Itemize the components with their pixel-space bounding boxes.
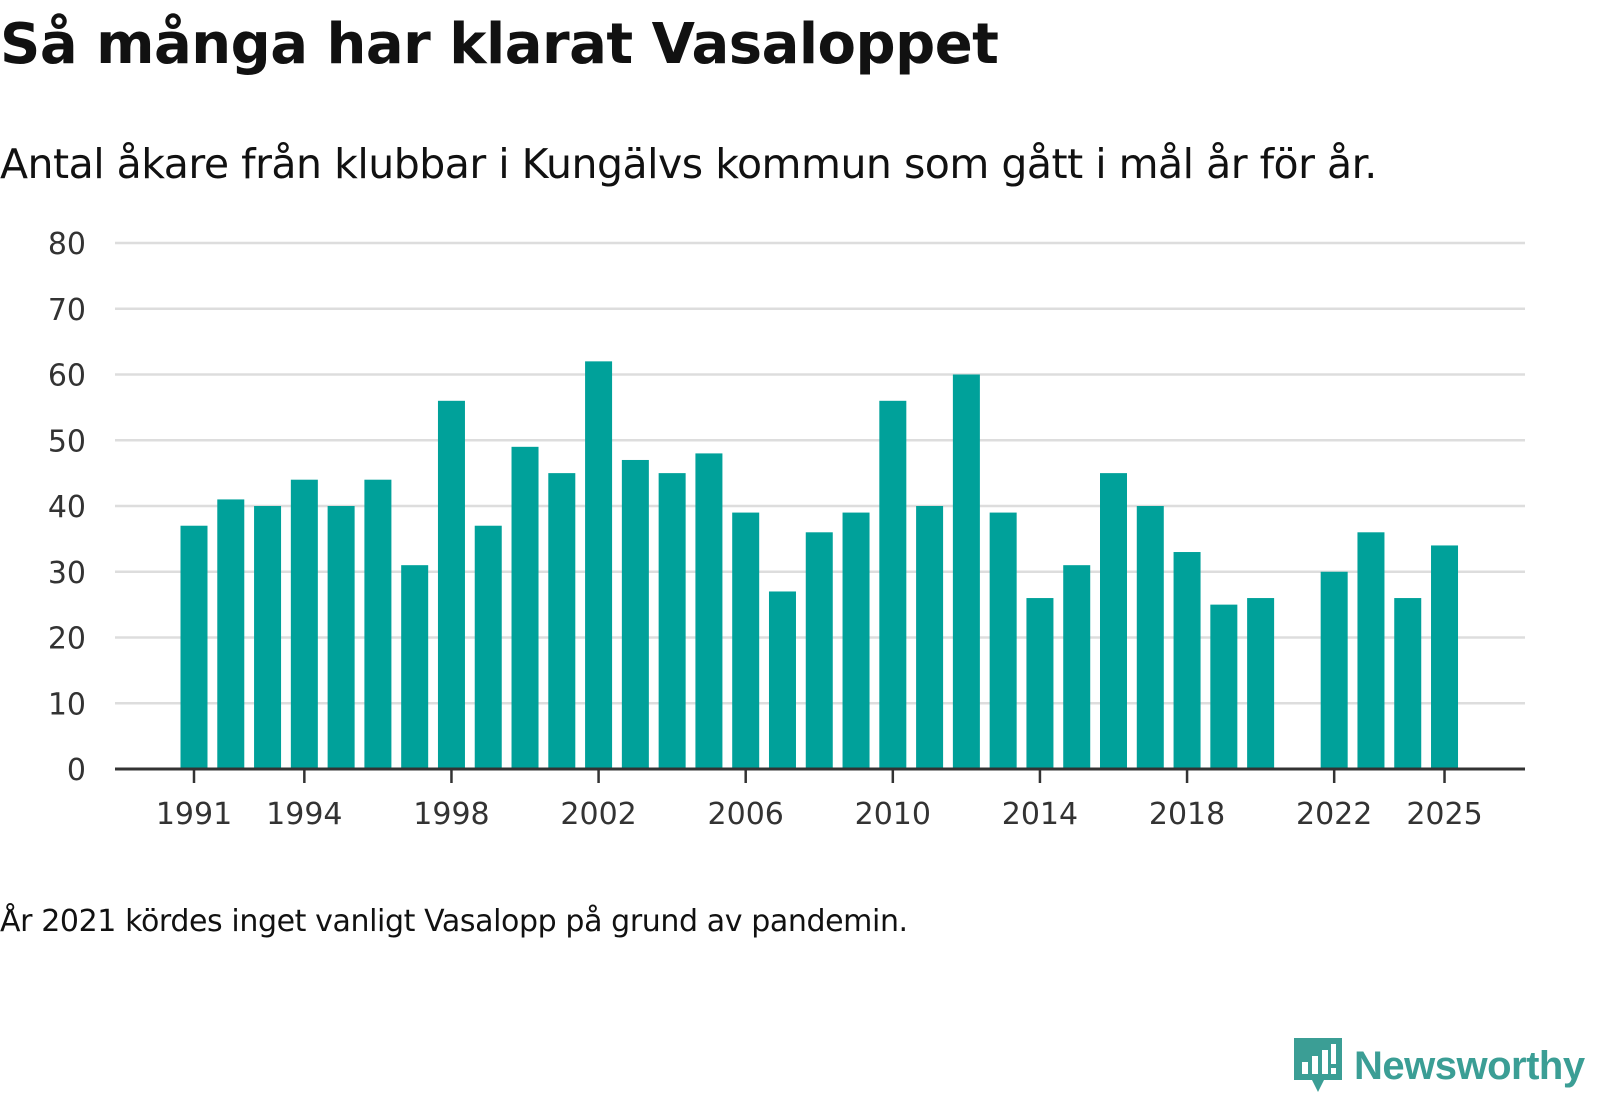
x-tick-label: 1998 bbox=[413, 797, 489, 832]
y-tick-label: 10 bbox=[48, 687, 86, 722]
y-axis-ticks: 0 10 20 30 40 50 60 70 80 bbox=[48, 227, 86, 788]
bar-1996[interactable]: 1996: 44 bbox=[364, 479, 392, 769]
bar-1997[interactable]: 1997: 31 bbox=[401, 565, 429, 769]
bar-2016[interactable]: 2016: 45 bbox=[1100, 473, 1127, 769]
bar-2017[interactable]: 2017: 40 bbox=[1136, 506, 1164, 769]
bar-2011[interactable]: 2011: 40 bbox=[916, 506, 944, 769]
bar-1995[interactable]: 1995: 40 bbox=[327, 506, 355, 769]
bar-2000[interactable]: 2000: 49 bbox=[511, 446, 539, 769]
bar-2015[interactable]: 2015: 31 bbox=[1063, 565, 1091, 769]
footnote: År 2021 kördes inget vanligt Vasalopp på… bbox=[0, 904, 908, 939]
bar-1998[interactable]: 1998: 56 bbox=[437, 400, 465, 769]
bar-chart: 0 10 20 30 40 50 60 70 80 1991: 37 1992: 41 1993: … bbox=[48, 227, 1525, 832]
bar-2007[interactable]: 2007: 27 bbox=[768, 591, 796, 769]
bar-2006[interactable]: 2006: 39 bbox=[732, 512, 760, 769]
bar-2025[interactable]: 2025: 34 bbox=[1431, 545, 1459, 769]
y-tick-label: 20 bbox=[48, 622, 86, 657]
x-tick-label: 1991 bbox=[156, 797, 232, 832]
bar-2023[interactable]: 2023: 36 bbox=[1357, 532, 1385, 769]
bar-2018[interactable]: 2018: 33 bbox=[1173, 552, 1201, 769]
x-tick-label: 2018 bbox=[1149, 797, 1225, 832]
newsworthy-logo[interactable]: Newsworthy bbox=[1290, 1036, 1585, 1096]
bar-2008[interactable]: 2008: 36 bbox=[805, 532, 833, 769]
x-tick-label: 2025 bbox=[1406, 797, 1482, 832]
bar-2004[interactable]: 2004: 45 bbox=[658, 473, 686, 769]
bar-2010[interactable]: 2010: 56 bbox=[879, 400, 907, 769]
bar-2014[interactable]: 2014: 26 bbox=[1026, 598, 1054, 769]
y-tick-label: 0 bbox=[67, 753, 86, 788]
chart-subtitle: Antal åkare från klubbar i Kungälvs komm… bbox=[0, 140, 1377, 188]
bar-1992[interactable]: 1992: 41 bbox=[217, 499, 245, 769]
bar-2002[interactable]: 2002: 62 bbox=[585, 361, 613, 769]
bar-2003[interactable]: 2003: 47 bbox=[621, 459, 649, 769]
bars: 1991: 37 1992: 41 1993: 40 1994: 44 1995: 40… bbox=[180, 361, 1459, 770]
bar-1991[interactable]: 1991: 37 bbox=[180, 525, 208, 769]
bar-1993[interactable]: 1993: 40 bbox=[254, 506, 282, 769]
bar-2022[interactable]: 2022: 30 bbox=[1320, 571, 1348, 769]
bar-1994[interactable]: 1994: 44 bbox=[290, 479, 318, 769]
bar-2005[interactable]: 2005: 48 bbox=[695, 453, 723, 769]
x-tick-label: 1994 bbox=[266, 797, 342, 832]
bar-2012[interactable]: 2012: 60 bbox=[952, 374, 980, 770]
bar-2009[interactable]: 2009: 39 bbox=[842, 512, 870, 769]
chart-title: Så många har klarat Vasaloppet bbox=[0, 12, 999, 77]
x-tick-label: 2014 bbox=[1002, 797, 1078, 832]
y-tick-label: 60 bbox=[48, 359, 86, 394]
x-tick-label: 2010 bbox=[855, 797, 931, 832]
x-tick-label: 2022 bbox=[1296, 797, 1372, 832]
bar-2020[interactable]: 2020: 26 bbox=[1247, 598, 1275, 769]
y-tick-label: 80 bbox=[48, 227, 86, 262]
bar-2024[interactable]: 2024: 26 bbox=[1394, 598, 1422, 769]
newsworthy-chart-icon bbox=[1294, 1038, 1342, 1092]
y-tick-label: 30 bbox=[48, 556, 86, 591]
y-tick-label: 40 bbox=[48, 490, 86, 525]
bar-2001[interactable]: 2001: 45 bbox=[548, 473, 576, 769]
brand-name: Newsworthy bbox=[1354, 1043, 1585, 1088]
bar-2013[interactable]: 2013: 39 bbox=[989, 512, 1017, 769]
bar-1999[interactable]: 1999: 37 bbox=[474, 525, 502, 769]
y-tick-label: 70 bbox=[48, 293, 86, 328]
bar-2019[interactable]: 2019: 25 bbox=[1210, 604, 1238, 769]
x-tick-label: 2002 bbox=[560, 797, 636, 832]
x-tick-label: 2006 bbox=[708, 797, 784, 832]
x-axis: 1991 1994 1998 2002 2006 2010 2014 2018 2022 2025 bbox=[115, 767, 1525, 832]
y-tick-label: 50 bbox=[48, 424, 86, 459]
